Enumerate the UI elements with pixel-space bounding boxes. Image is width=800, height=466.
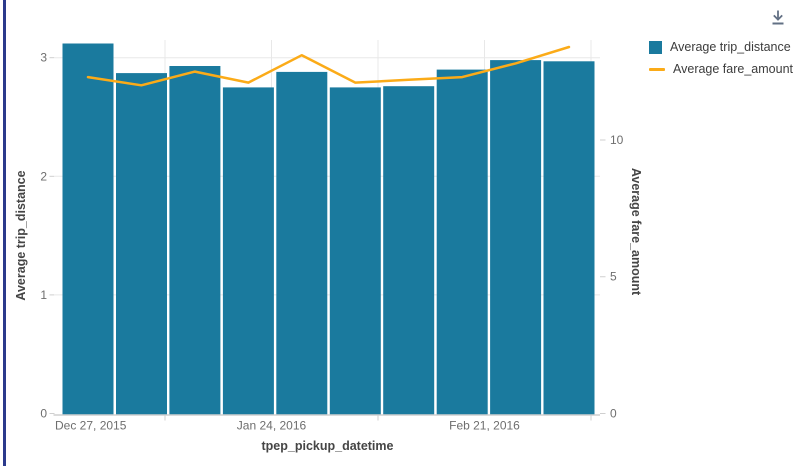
- legend-label-fare-amount: Average fare_amount: [673, 62, 793, 76]
- bar-week-4: [276, 71, 328, 416]
- bar-week-3: [222, 87, 274, 416]
- left-accent-bar: [3, 0, 6, 466]
- legend-item-trip-distance: Average trip_distance: [649, 40, 793, 54]
- download-icon: [772, 10, 784, 25]
- right-axis-tick-0: 0: [610, 407, 617, 421]
- left-axis-tick-1: 1: [40, 288, 47, 302]
- bar-week-1: [116, 73, 167, 415]
- x-axis-title: tpep_pickup_datetime: [262, 439, 394, 453]
- bar-week-7: [436, 69, 488, 415]
- bar-week-8: [490, 60, 542, 415]
- legend-item-fare-amount: Average fare_amount: [649, 62, 793, 76]
- x-axis-label-feb21: Feb 21, 2016: [449, 419, 520, 433]
- right-axis-title: Average fare_amount: [629, 168, 643, 296]
- bar-week-9: [543, 61, 595, 416]
- left-axis-tick-3: 3: [40, 51, 47, 65]
- legend-label-trip-distance: Average trip_distance: [670, 40, 791, 54]
- left-axis-tick-0: 0: [40, 407, 47, 421]
- right-axis-tick-10: 10: [610, 133, 624, 147]
- download-button[interactable]: [763, 4, 793, 32]
- chart-legend: Average trip_distance Average fare_amoun…: [649, 40, 793, 76]
- bar-week-6: [383, 86, 435, 415]
- x-axis-label-jan24: Jan 24, 2016: [237, 419, 307, 433]
- left-axis-title: Average trip_distance: [14, 170, 28, 300]
- bar-series-swatch-icon: [649, 40, 662, 54]
- chart-marks: [62, 43, 595, 416]
- bar-week-2: [169, 66, 221, 415]
- bar-week-0: [62, 43, 114, 415]
- fare-amount-line: [86, 45, 571, 87]
- right-axis-tick-5: 5: [610, 270, 617, 284]
- bar-week-5: [329, 87, 381, 416]
- line-series-swatch-icon: [649, 67, 665, 71]
- left-axis-tick-2: 2: [40, 170, 47, 184]
- x-axis-label-dec27: Dec 27, 2015: [55, 419, 127, 433]
- axis-lines: [49, 57, 606, 421]
